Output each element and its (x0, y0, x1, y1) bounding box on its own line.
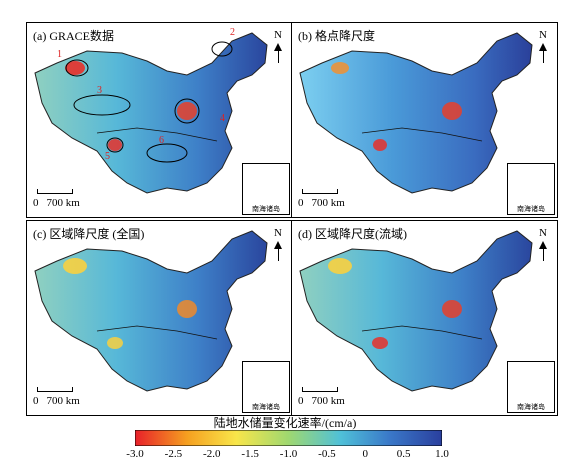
region-label: 6 (159, 135, 164, 146)
colorbar-tick-label: 0 (362, 448, 369, 460)
inset-label: 南海诸岛 (243, 402, 289, 412)
colorbar-ticks: -3.0 -2.5 -2.0 -1.5 -1.0 -0.5 0 0.5 1.0 (0, 448, 570, 468)
china-map-b (299, 32, 533, 194)
colorbar-tick-label: -2.0 (203, 448, 221, 460)
scale-zero: 0 (33, 197, 39, 209)
region-label: 3 (97, 85, 102, 96)
north-label: N (274, 29, 282, 41)
china-map-d (299, 230, 533, 392)
scale-label: 700 km (46, 395, 80, 407)
scale-label: 700 km (311, 197, 345, 209)
region-label: 2 (230, 27, 235, 38)
scale-zero: 0 (298, 395, 304, 407)
scale-label: 700 km (311, 395, 345, 407)
scale-zero: 0 (298, 197, 304, 209)
north-arrow-icon: N (272, 29, 284, 63)
north-label: N (539, 29, 547, 41)
scale-zero: 0 (33, 395, 39, 407)
inset-label: 南海诸岛 (508, 402, 554, 412)
china-map-a (34, 32, 268, 194)
south-china-sea-inset: 南海诸岛 (507, 163, 555, 215)
scale-bar: 0 700 km (298, 189, 345, 209)
north-label: N (274, 227, 282, 239)
colorbar (135, 430, 442, 446)
scale-bar: 0 700 km (33, 189, 80, 209)
north-arrow-icon: N (272, 227, 284, 261)
south-china-sea-inset: 南海诸岛 (242, 163, 290, 215)
panel-title: (d) 区域降尺度(流域) (298, 227, 407, 241)
region-label: 4 (220, 113, 225, 124)
legend-title: 陆地水储量变化速率/(cm/a) (213, 416, 357, 430)
colorbar-tick-label: 1.0 (435, 448, 449, 460)
panel-c: (c) 区域降尺度 (全国) N 0 700 km 南海诸岛 (26, 220, 293, 416)
inset-label: 南海诸岛 (508, 204, 554, 214)
panel-a: (a) GRACE数据 1 2 3 4 5 6 N 0 700 km 南海诸岛 (26, 22, 293, 218)
north-label: N (539, 227, 547, 239)
scale-bar: 0 700 km (298, 387, 345, 407)
panel-b: (b) 格点降尺度 N 0 700 km 南海诸岛 (291, 22, 558, 218)
panel-title: (b) 格点降尺度 (298, 29, 375, 43)
colorbar-tick-label: -1.5 (241, 448, 259, 460)
panel-title: (a) GRACE数据 (33, 29, 114, 43)
panel-title: (c) 区域降尺度 (全国) (33, 227, 145, 241)
scale-label: 700 km (46, 197, 80, 209)
china-map-c (34, 230, 268, 392)
region-label: 1 (57, 49, 62, 60)
region-label: 5 (105, 151, 110, 162)
colorbar-tick-label: -1.0 (279, 448, 298, 460)
scale-bar: 0 700 km (33, 387, 80, 407)
south-china-sea-inset: 南海诸岛 (242, 361, 290, 413)
north-arrow-icon: N (537, 227, 549, 261)
north-arrow-icon: N (537, 29, 549, 63)
south-china-sea-inset: 南海诸岛 (507, 361, 555, 413)
colorbar-tick-label: 0.5 (396, 448, 411, 460)
colorbar-tick-label: -0.5 (318, 448, 336, 460)
colorbar-tick-label: -3.0 (126, 448, 144, 460)
inset-label: 南海诸岛 (243, 204, 289, 214)
colorbar-tick-label: -2.5 (164, 448, 183, 460)
panel-d: (d) 区域降尺度(流域) N 0 700 km 南海诸岛 (291, 220, 558, 416)
